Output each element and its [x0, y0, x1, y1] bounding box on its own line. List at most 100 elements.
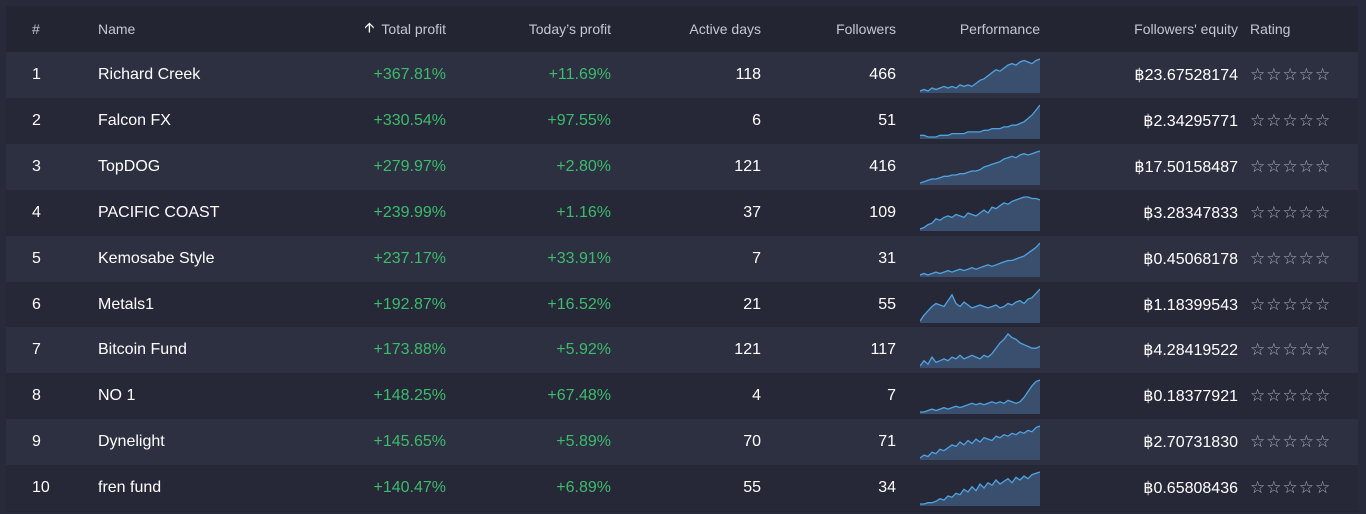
- col-header-performance: Performance: [959, 21, 1040, 37]
- sparkline-area: [920, 380, 1040, 415]
- trader-name-link[interactable]: Richard Creek: [98, 66, 201, 83]
- todays-profit-value: +5.89%: [556, 433, 611, 451]
- row-rank: 10: [32, 479, 50, 497]
- table-row[interactable]: 6 Metals1 +192.87% +16.52% 21 55 ฿1.18399543 ☆☆…: [6, 281, 1358, 328]
- active-days-value: 55: [743, 479, 761, 497]
- sparkline-chart: [920, 104, 1040, 139]
- table-row[interactable]: 2 Falcon FX +330.54% +97.55% 6 51 ฿2.34295771 ☆…: [6, 97, 1358, 144]
- performance-sparkline: [920, 465, 1040, 511]
- followers-equity-value: ฿17.50158487: [1134, 158, 1238, 176]
- performance-sparkline: [920, 144, 1040, 190]
- col-header-followers[interactable]: Followers: [836, 21, 896, 37]
- row-rank: 8: [32, 387, 41, 405]
- table-row[interactable]: 3 TopDOG +279.97% +2.80% 121 416 ฿17.50158487 ☆…: [6, 143, 1358, 190]
- table-row[interactable]: 9 Dynelight +145.65% +5.89% 70 71 ฿2.70731830 ☆…: [6, 419, 1358, 466]
- trader-name-link[interactable]: Kemosabe Style: [98, 249, 215, 267]
- row-rank: 3: [32, 157, 41, 175]
- sparkline-chart: [920, 58, 1040, 93]
- rating-stars[interactable]: ☆☆☆☆☆: [1250, 248, 1332, 268]
- sparkline-area: [920, 104, 1040, 139]
- rating-stars[interactable]: ☆☆☆☆☆: [1250, 386, 1332, 406]
- followers-equity-value: ฿4.28419522: [1143, 342, 1238, 360]
- trader-name-link[interactable]: Bitcoin Fund: [98, 341, 187, 359]
- row-rank: 7: [32, 341, 41, 359]
- followers-value: 31: [878, 249, 896, 267]
- followers-value: 55: [878, 295, 896, 313]
- total-profit-value: +279.97%: [373, 157, 446, 175]
- total-profit-value: +145.65%: [373, 433, 446, 451]
- trader-name-link[interactable]: TopDOG: [98, 157, 161, 175]
- active-days-value: 121: [734, 341, 761, 359]
- active-days-value: 70: [743, 433, 761, 451]
- rating-stars[interactable]: ☆☆☆☆☆: [1250, 202, 1332, 222]
- todays-profit-value: +6.89%: [556, 479, 611, 497]
- sparkline-chart: [920, 425, 1040, 461]
- trader-name-link[interactable]: PACIFIC COAST: [98, 203, 220, 221]
- sparkline-chart: [920, 150, 1040, 185]
- followers-equity-value: ฿23.67528174: [1134, 67, 1238, 84]
- performance-sparkline: [920, 419, 1040, 465]
- rating-stars[interactable]: ☆☆☆☆☆: [1250, 294, 1332, 314]
- sparkline-line: [920, 425, 1040, 459]
- table-row[interactable]: 1 Richard Creek +367.81% +11.69% 118 466 ฿23.6…: [6, 52, 1358, 98]
- followers-value: 416: [869, 157, 896, 175]
- active-days-value: 37: [743, 203, 761, 221]
- sparkline-area: [920, 196, 1040, 231]
- sparkline-area: [920, 426, 1040, 461]
- table-row[interactable]: 7 Bitcoin Fund +173.88% +5.92% 121 117 ฿4.2841…: [6, 327, 1358, 374]
- row-rank: 1: [32, 66, 41, 83]
- sparkline-line: [920, 150, 1040, 184]
- total-profit-value: +367.81%: [373, 66, 446, 83]
- rating-stars[interactable]: ☆☆☆☆☆: [1250, 156, 1332, 176]
- rating-stars[interactable]: ☆☆☆☆☆: [1250, 110, 1332, 130]
- sparkline-chart: [920, 288, 1040, 323]
- sparkline-line: [920, 104, 1040, 138]
- col-header-todays-profit[interactable]: Today’s profit: [528, 21, 611, 37]
- trader-name-link[interactable]: NO 1: [98, 387, 136, 405]
- col-header-total-profit[interactable]: 🡩 Total profit: [306, 6, 446, 52]
- followers-equity-value: ฿0.45068178: [1143, 250, 1238, 268]
- performance-sparkline: [920, 190, 1040, 236]
- rating-stars[interactable]: ☆☆☆☆☆: [1250, 478, 1332, 498]
- performance-sparkline: [920, 282, 1040, 328]
- followers-value: 51: [878, 111, 896, 129]
- col-header-rank[interactable]: #: [32, 21, 40, 37]
- table-row[interactable]: 5 Kemosabe Style +237.17% +33.91% 7 31 ฿0.4506…: [6, 235, 1358, 282]
- followers-equity-value: ฿0.18377921: [1143, 388, 1238, 406]
- trader-name-link[interactable]: fren fund: [98, 479, 162, 497]
- table-row[interactable]: 10 fren fund +140.47% +6.89% 55 34 ฿0.65808436…: [6, 465, 1358, 512]
- col-header-name[interactable]: Name: [98, 21, 136, 37]
- col-header-active-days[interactable]: Active days: [689, 21, 761, 37]
- rating-stars[interactable]: ☆☆☆☆☆: [1250, 340, 1332, 360]
- rating-stars[interactable]: ☆☆☆☆☆: [1250, 65, 1332, 84]
- active-days-value: 4: [752, 387, 761, 405]
- todays-profit-value: +2.80%: [556, 157, 611, 175]
- sparkline-line: [920, 58, 1040, 92]
- rating-stars[interactable]: ☆☆☆☆☆: [1250, 432, 1332, 452]
- trader-name-link[interactable]: Dynelight: [98, 433, 165, 451]
- table-row[interactable]: 8 NO 1 +148.25% +67.48% 4 7 ฿0.18377921 ☆☆☆☆☆: [6, 373, 1358, 420]
- total-profit-value: +173.88%: [373, 341, 446, 359]
- trader-name-link[interactable]: Falcon FX: [98, 111, 171, 129]
- sparkline-area: [920, 288, 1040, 323]
- table-header: # Name 🡩 Total profit Today’s profit Act…: [6, 6, 1358, 52]
- sparkline-area: [920, 59, 1040, 93]
- trader-name-link[interactable]: Metals1: [98, 295, 155, 313]
- todays-profit-value: +67.48%: [547, 387, 611, 405]
- active-days-value: 7: [752, 249, 761, 267]
- row-rank: 2: [32, 111, 41, 129]
- sparkline-chart: [920, 196, 1040, 231]
- todays-profit-value: +5.92%: [556, 341, 611, 359]
- sparkline-line: [920, 196, 1040, 230]
- table-row[interactable]: 4 PACIFIC COAST +239.99% +1.16% 37 109 ฿3.2834…: [6, 189, 1358, 236]
- col-header-rating[interactable]: Rating: [1250, 21, 1291, 37]
- followers-value: 466: [869, 66, 896, 83]
- row-rank: 9: [32, 433, 41, 451]
- row-rank: 5: [32, 249, 41, 267]
- performance-sparkline: [920, 52, 1040, 98]
- followers-value: 34: [878, 479, 896, 497]
- row-rank: 6: [32, 295, 41, 313]
- sparkline-chart: [920, 379, 1040, 415]
- todays-profit-value: +16.52%: [547, 295, 611, 313]
- col-header-followers-equity[interactable]: Followers' equity: [1134, 21, 1238, 37]
